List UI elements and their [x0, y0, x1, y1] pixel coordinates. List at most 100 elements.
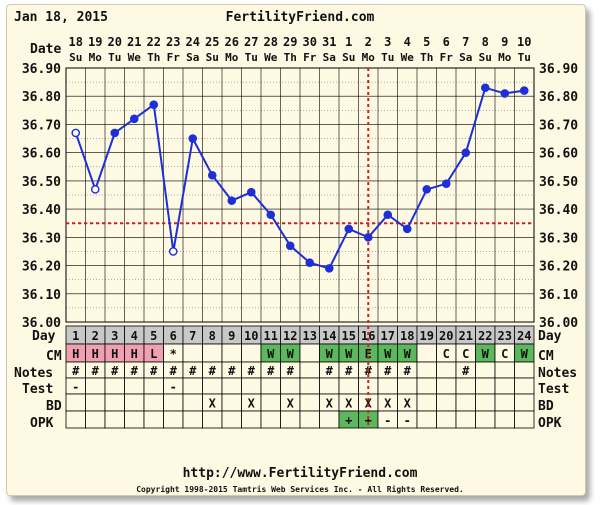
- opk-cell-bg: [221, 410, 242, 429]
- y-tick-label-left: 36.80: [22, 90, 61, 105]
- day-cell: 15: [342, 329, 356, 343]
- weekday-label: Th: [420, 51, 433, 64]
- row-label-opk-right: OPK: [538, 416, 562, 431]
- site-title: FertilityFriend.com: [226, 10, 375, 25]
- test-cell-bg: [436, 377, 457, 395]
- date-label: 2: [365, 35, 372, 49]
- test-cell: -: [72, 380, 79, 394]
- temperature-point: [149, 100, 159, 109]
- bd-cell-bg: [124, 393, 145, 412]
- test-cell-bg: [475, 377, 496, 395]
- opk-cell-bg: [299, 410, 320, 429]
- date-label: 8: [482, 35, 489, 49]
- day-cell: 21: [459, 329, 473, 343]
- day-cell: 2: [92, 329, 99, 343]
- date-label: 18: [69, 35, 83, 49]
- date-label: 28: [264, 35, 278, 49]
- test-cell-bg: [104, 377, 125, 395]
- test-cell-bg: [397, 377, 418, 395]
- test-cell-bg: [416, 377, 437, 395]
- date-label: 19: [88, 35, 102, 49]
- row-label-test-right: Test: [538, 382, 569, 397]
- cm-cell: E: [365, 347, 372, 361]
- cm-cell-bg: [241, 343, 262, 363]
- temperature-point: [500, 89, 510, 98]
- notes-cell-bg: [299, 361, 320, 379]
- weekday-label: We: [401, 51, 415, 64]
- weekday-label: Mo: [225, 51, 239, 64]
- date-label: 22: [147, 35, 161, 49]
- temperature-point: [227, 196, 237, 205]
- opk-cell-bg: [514, 410, 535, 429]
- test-cell-bg: [143, 377, 164, 395]
- opk-cell-bg: [494, 410, 515, 429]
- cm-cell: W: [404, 347, 412, 361]
- data-table: 1 2 3 4 5 6 7 8 9 10 11 12 13 14 15 16 17 18 19 20 21 22 23 24H…: [65, 325, 535, 429]
- bd-cell-bg: [436, 393, 457, 412]
- bd-cell-bg: [475, 393, 496, 412]
- bd-cell-bg: [85, 393, 106, 412]
- test-cell-bg: [377, 377, 398, 395]
- notes-cell-bg: [475, 361, 496, 379]
- weekday-label: We: [128, 51, 142, 64]
- bd-cell-bg: [221, 393, 242, 412]
- opk-cell-bg: [182, 410, 203, 429]
- date-label: 5: [423, 35, 430, 49]
- date-label: 6: [443, 35, 450, 49]
- cm-cell-bg: [182, 343, 203, 363]
- bd-cell-bg: [182, 393, 203, 412]
- y-tick-label-right: 36.90: [539, 62, 578, 77]
- opk-cell-bg: [241, 410, 262, 429]
- weekday-label: Su: [69, 51, 82, 64]
- bd-cell-bg: [416, 393, 437, 412]
- weekday-label: Tu: [245, 51, 258, 64]
- weekday-label: Sa: [186, 51, 199, 64]
- weekday-label: Th: [284, 51, 297, 64]
- test-cell-bg: [494, 377, 515, 395]
- y-tick-label-right: 36.50: [539, 175, 578, 190]
- weekday-label: Mo: [89, 51, 103, 64]
- date-label: 3: [384, 35, 391, 49]
- bd-cell: X: [287, 397, 295, 411]
- date-label: 30: [303, 35, 317, 49]
- weekday-label: Fr: [167, 51, 181, 64]
- notes-cell: #: [345, 364, 353, 378]
- cm-cell-bg: [202, 343, 223, 363]
- day-cell: 9: [228, 329, 235, 343]
- y-tick-label-right: 36.20: [539, 260, 578, 275]
- opk-cell: +: [345, 414, 352, 428]
- chart-date: Jan 18, 2015: [14, 10, 108, 25]
- date-label: 25: [205, 35, 219, 49]
- cm-cell: H: [92, 347, 99, 361]
- opk-cell-bg: [124, 410, 145, 429]
- date-label: 29: [283, 35, 297, 49]
- row-label-opk-left: OPK: [30, 416, 54, 431]
- test-cell-bg: [85, 377, 106, 395]
- cm-cell: W: [521, 347, 529, 361]
- bd-cell-bg: [455, 393, 476, 412]
- bd-cell-bg: [494, 393, 515, 412]
- y-tick-label-left: 36.50: [22, 175, 61, 190]
- cm-cell: C: [443, 347, 450, 361]
- temperature-point: [461, 148, 471, 157]
- y-tick-label-right: 36.00: [539, 316, 578, 331]
- row-label-notes-right: Notes: [538, 366, 577, 381]
- bd-cell: X: [209, 397, 217, 411]
- date-label: 21: [127, 35, 141, 49]
- temperature-point: [110, 128, 120, 138]
- date-label: 10: [517, 35, 531, 49]
- weekday-label: Sa: [323, 51, 336, 64]
- cm-cell-bg: [299, 343, 320, 363]
- temperature-point: [344, 224, 354, 234]
- test-cell-bg: [455, 377, 476, 395]
- row-label-cm-left: CM: [46, 349, 62, 364]
- y-tick-label-left: 36.30: [22, 231, 61, 246]
- weekday-label: Sa: [459, 51, 472, 64]
- notes-cell: #: [131, 364, 139, 378]
- cm-cell: W: [345, 347, 353, 361]
- y-tick-label-right: 36.30: [539, 231, 578, 246]
- opk-cell-bg: [436, 410, 457, 429]
- test-cell-bg: [514, 377, 535, 395]
- weekday-label: Mo: [362, 51, 376, 64]
- notes-cell: #: [326, 364, 334, 378]
